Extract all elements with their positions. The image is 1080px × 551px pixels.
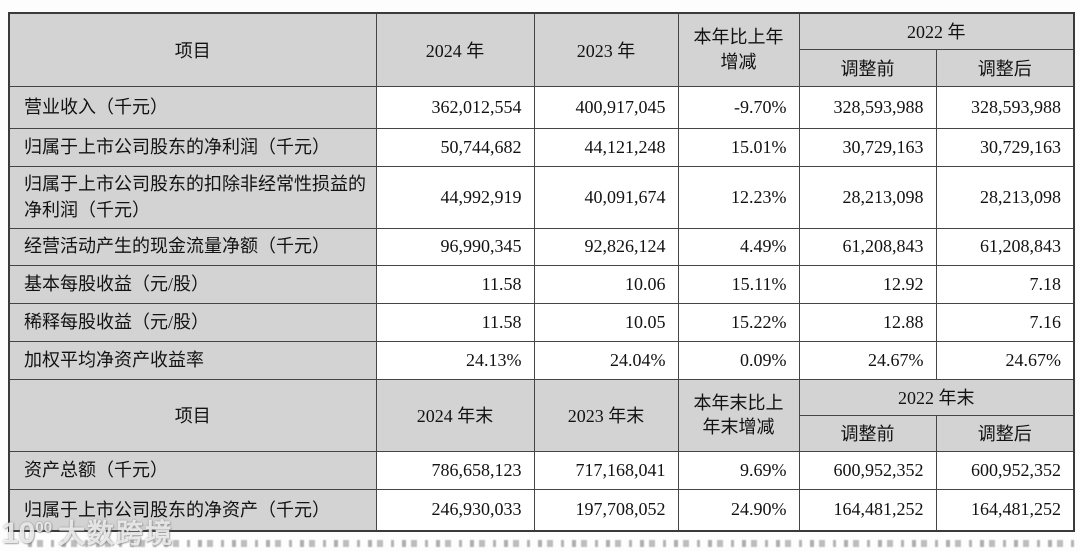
value-2022-after: 600,952,352: [935, 450, 1075, 490]
value-2022-before: 12.88: [798, 302, 937, 342]
value-2023: 10.05: [533, 302, 679, 342]
value-2023: 197,708,052: [533, 488, 679, 532]
value-change: 4.49%: [677, 227, 800, 266]
value-2022-after: 30,729,163: [935, 127, 1075, 167]
table-row-diluted-eps: 稀释每股收益（元/股） 11.58 10.05 15.22% 12.88 7.1…: [8, 302, 1075, 342]
value-change: 0.09%: [677, 340, 800, 380]
table-row-net-profit: 归属于上市公司股东的净利润（千元） 50,744,682 44,121,248 …: [8, 127, 1075, 167]
value-2024: 44,992,919: [375, 165, 535, 229]
header2-2023-end: 2023 年末: [533, 378, 679, 452]
value-2024: 50,744,682: [375, 127, 535, 167]
value-2022-after: 7.16: [935, 302, 1075, 342]
value-change: -9.70%: [677, 85, 800, 129]
value-2022-after: 24.67%: [935, 340, 1075, 380]
value-2023: 717,168,041: [533, 450, 679, 490]
header2-2022-end: 2022 年末: [798, 378, 1075, 416]
header2-2024-end: 2024 年末: [375, 378, 535, 452]
value-change: 15.22%: [677, 302, 800, 342]
value-2023: 10.06: [533, 264, 679, 304]
value-change: 12.23%: [677, 165, 800, 229]
value-2022-before: 61,208,843: [798, 227, 937, 266]
table-row-operating-cash-flow: 经营活动产生的现金流量净额（千元） 96,990,345 92,826,124 …: [8, 227, 1075, 266]
value-2024: 24.13%: [375, 340, 535, 380]
value-2022-before: 24.67%: [798, 340, 937, 380]
value-2022-before: 164,481,252: [798, 488, 937, 532]
value-change: 15.11%: [677, 264, 800, 304]
value-2022-after: 328,593,988: [935, 85, 1075, 129]
value-2022-before: 600,952,352: [798, 450, 937, 490]
header-yoy-change-line2: 增减: [720, 51, 757, 72]
table-row-weighted-avg-roe: 加权平均净资产收益率 24.13% 24.04% 0.09% 24.67% 24…: [8, 340, 1075, 380]
value-2023: 40,091,674: [533, 165, 679, 229]
value-2023: 24.04%: [533, 340, 679, 380]
value-change: 9.69%: [677, 450, 800, 490]
value-2024: 11.58: [375, 302, 535, 342]
value-2024: 246,930,033: [375, 488, 535, 532]
cropped-text-remnant: [28, 540, 1074, 547]
value-2022-before: 30,729,163: [798, 127, 937, 167]
value-change: 15.01%: [677, 127, 800, 167]
header-yoy-change-line1: 本年比上年: [693, 27, 784, 48]
value-2023: 400,917,045: [533, 85, 679, 129]
header-2022-adj-before: 调整前: [798, 48, 937, 87]
row-label: 归属于上市公司股东的扣除非经常性损益的净利润（千元）: [8, 165, 377, 229]
value-2022-before: 28,213,098: [798, 165, 937, 229]
row-label: 经营活动产生的现金流量净额（千元）: [8, 227, 377, 266]
value-2024: 362,012,554: [375, 85, 535, 129]
row-label: 稀释每股收益（元/股）: [8, 302, 377, 342]
row-label: 营业收入（千元）: [8, 85, 377, 129]
header2-yoy-end-change-line1: 本年末比上: [693, 392, 784, 413]
header-2024: 2024 年: [375, 12, 535, 87]
table-row-total-assets: 资产总额（千元） 786,658,123 717,168,041 9.69% 6…: [8, 450, 1075, 490]
table-row-net-assets: 归属于上市公司股东的净资产（千元） 246,930,033 197,708,05…: [8, 488, 1075, 532]
value-2024: 786,658,123: [375, 450, 535, 490]
value-2024: 11.58: [375, 264, 535, 304]
header2-item: 项目: [8, 378, 377, 452]
value-2023: 92,826,124: [533, 227, 679, 266]
header2-2022-adj-before: 调整前: [798, 414, 937, 452]
value-2022-after: 164,481,252: [935, 488, 1075, 532]
table-row-deducted-net-profit: 归属于上市公司股东的扣除非经常性损益的净利润（千元） 44,992,919 40…: [8, 165, 1075, 229]
financial-summary-table: 项目 2024 年 2023 年 本年比上年 增减 2022 年 调整前 调整后…: [8, 12, 1075, 532]
table-row-revenue: 营业收入（千元） 362,012,554 400,917,045 -9.70% …: [8, 85, 1075, 129]
table-row-basic-eps: 基本每股收益（元/股） 11.58 10.06 15.11% 12.92 7.1…: [8, 264, 1075, 304]
header-yoy-change: 本年比上年 增减: [677, 12, 800, 87]
header2-2022-adj-after: 调整后: [935, 414, 1075, 452]
value-2022-before: 12.92: [798, 264, 937, 304]
row-label: 归属于上市公司股东的净利润（千元）: [8, 127, 377, 167]
row-label: 加权平均净资产收益率: [8, 340, 377, 380]
value-2024: 96,990,345: [375, 227, 535, 266]
value-change: 24.90%: [677, 488, 800, 532]
value-2022-after: 7.18: [935, 264, 1075, 304]
row-label: 归属于上市公司股东的净资产（千元）: [8, 488, 377, 532]
value-2022-after: 28,213,098: [935, 165, 1075, 229]
header-2022-adj-after: 调整后: [935, 48, 1075, 87]
value-2022-after: 61,208,843: [935, 227, 1075, 266]
header-item: 项目: [8, 12, 377, 87]
header-2022: 2022 年: [798, 12, 1075, 50]
row-label: 资产总额（千元）: [8, 450, 377, 490]
header-2023: 2023 年: [533, 12, 679, 87]
value-2022-before: 328,593,988: [798, 85, 937, 129]
row-label: 基本每股收益（元/股）: [8, 264, 377, 304]
header2-yoy-end-change: 本年末比上 年末增减: [677, 378, 800, 452]
header2-yoy-end-change-line2: 年末增减: [702, 417, 775, 437]
value-2023: 44,121,248: [533, 127, 679, 167]
